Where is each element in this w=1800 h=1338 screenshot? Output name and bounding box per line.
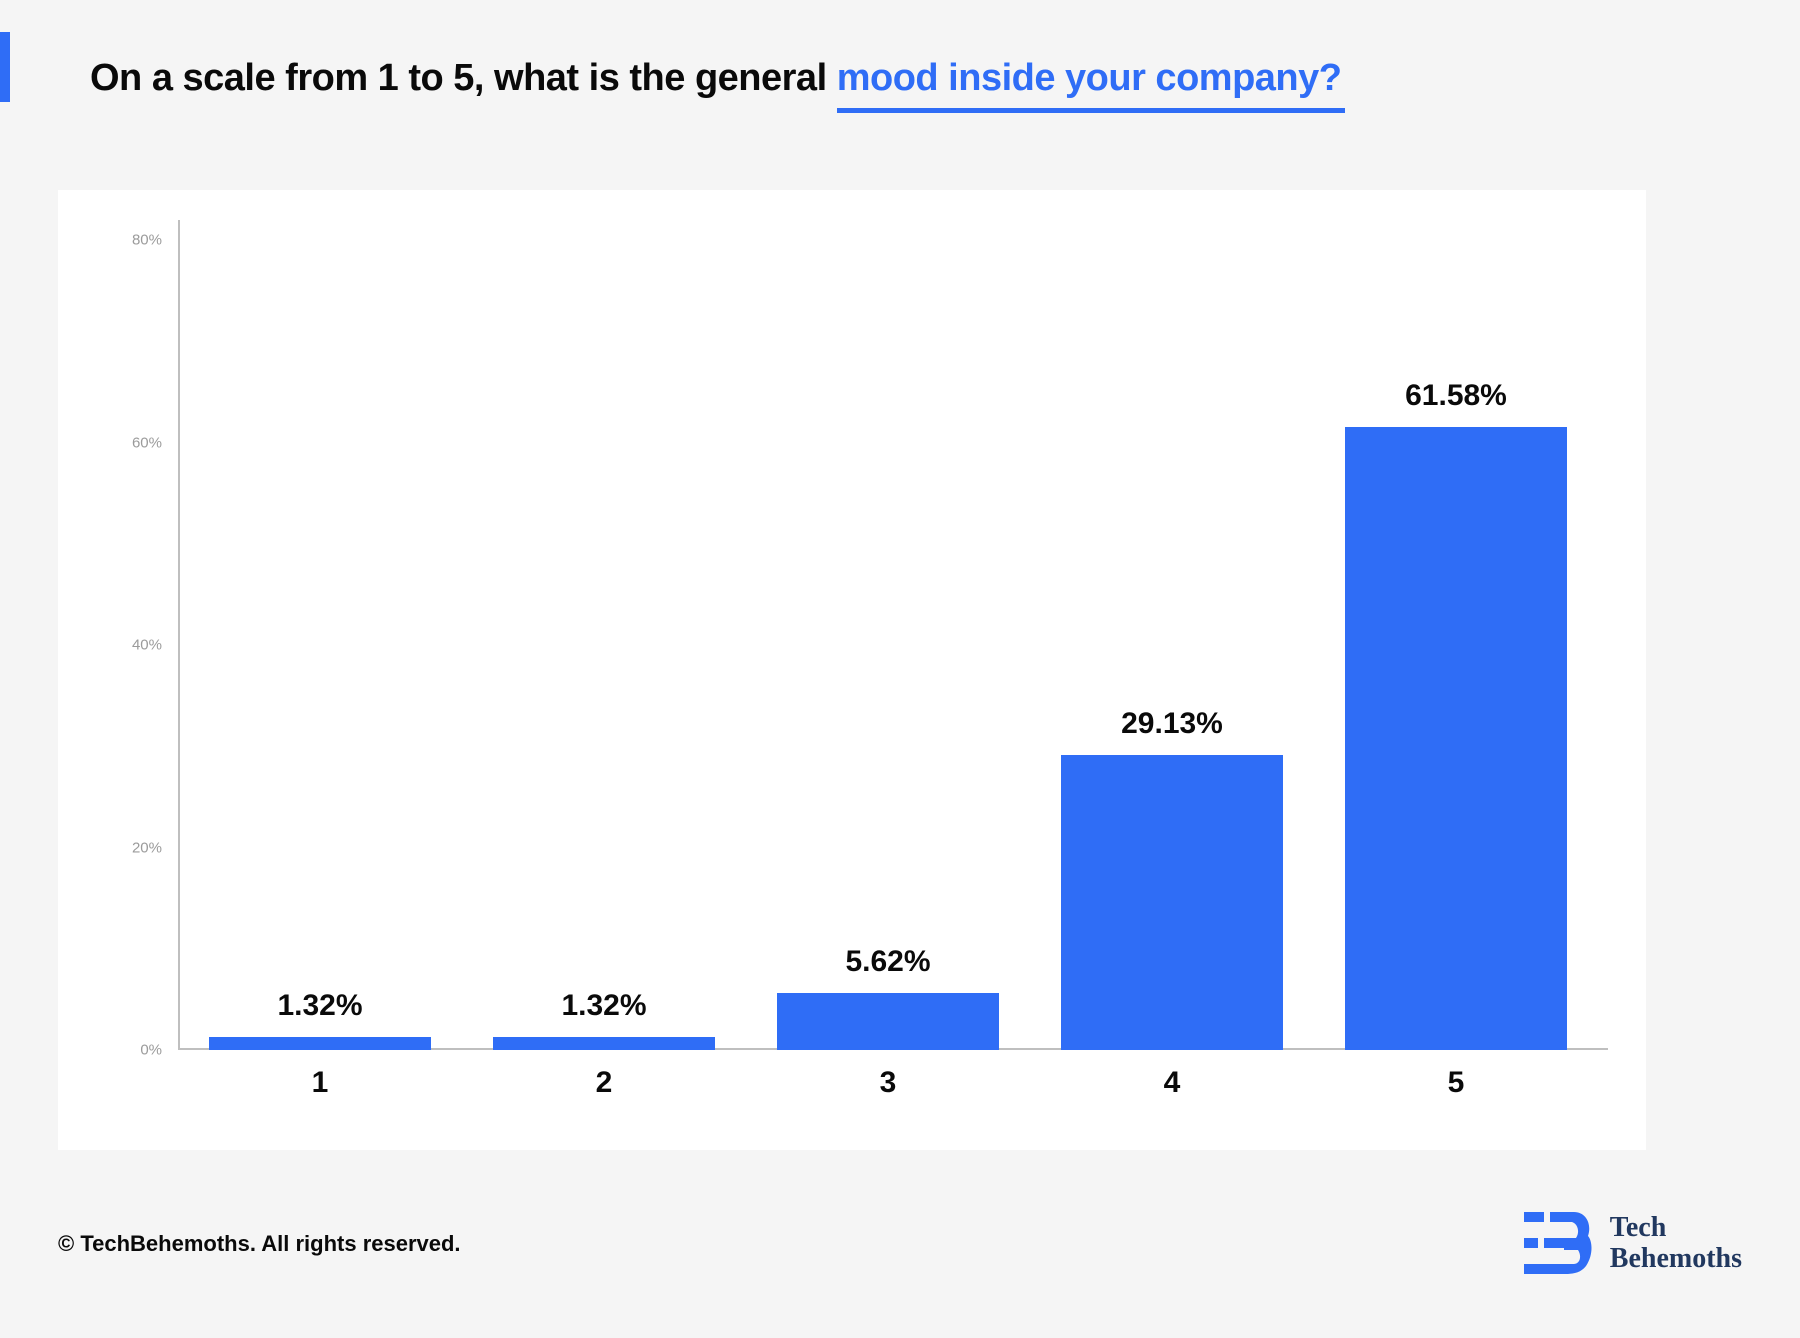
y-tick-label: 60% [132,434,162,451]
x-tick-label: 3 [880,1066,897,1100]
copyright-text: © TechBehemoths. All rights reserved. [58,1231,461,1257]
y-tick-label: 20% [132,839,162,856]
x-tick-label: 1 [312,1066,329,1100]
bar-value-label: 1.32% [277,989,362,1023]
bar-value-label: 61.58% [1405,379,1507,413]
y-axis [178,220,180,1050]
bar: 5.62% [777,993,999,1050]
bar-value-label: 5.62% [845,945,930,979]
x-tick-label: 2 [596,1066,613,1100]
footer: © TechBehemoths. All rights reserved. Te… [58,1206,1742,1282]
bar-chart: 0%20%40%60%80%1.32%11.32%25.62%329.13%46… [178,240,1598,1050]
brand-text: Tech Behemoths [1610,1213,1742,1275]
brand-text-line2: Behemoths [1610,1244,1742,1275]
brand-icon [1524,1206,1592,1282]
bar: 29.13% [1061,755,1283,1050]
bar: 1.32% [209,1037,431,1050]
accent-bar [0,32,10,102]
brand-text-line1: Tech [1610,1213,1742,1244]
title-prefix: On a scale from 1 to 5, what is the gene… [90,57,837,99]
page-title: On a scale from 1 to 5, what is the gene… [90,55,1720,103]
y-tick-label: 0% [140,1042,162,1059]
chart-card: 0% 20% 40% 60% 80% 1.32% 1 1.32% 2 5.62% 3 29.13% 4 6… [58,190,1646,1150]
brand-logo: Tech Behemoths [1524,1206,1742,1282]
y-tick-label: 80% [132,232,162,249]
y-tick-label: 40% [132,637,162,654]
bar: 61.58% [1345,427,1567,1050]
bar-value-label: 1.32% [561,989,646,1023]
bar-value-label: 29.13% [1121,707,1223,741]
x-tick-label: 4 [1164,1066,1181,1100]
bar: 1.32% [493,1037,715,1050]
title-highlight: mood inside your company? [837,55,1342,103]
x-tick-label: 5 [1448,1066,1465,1100]
